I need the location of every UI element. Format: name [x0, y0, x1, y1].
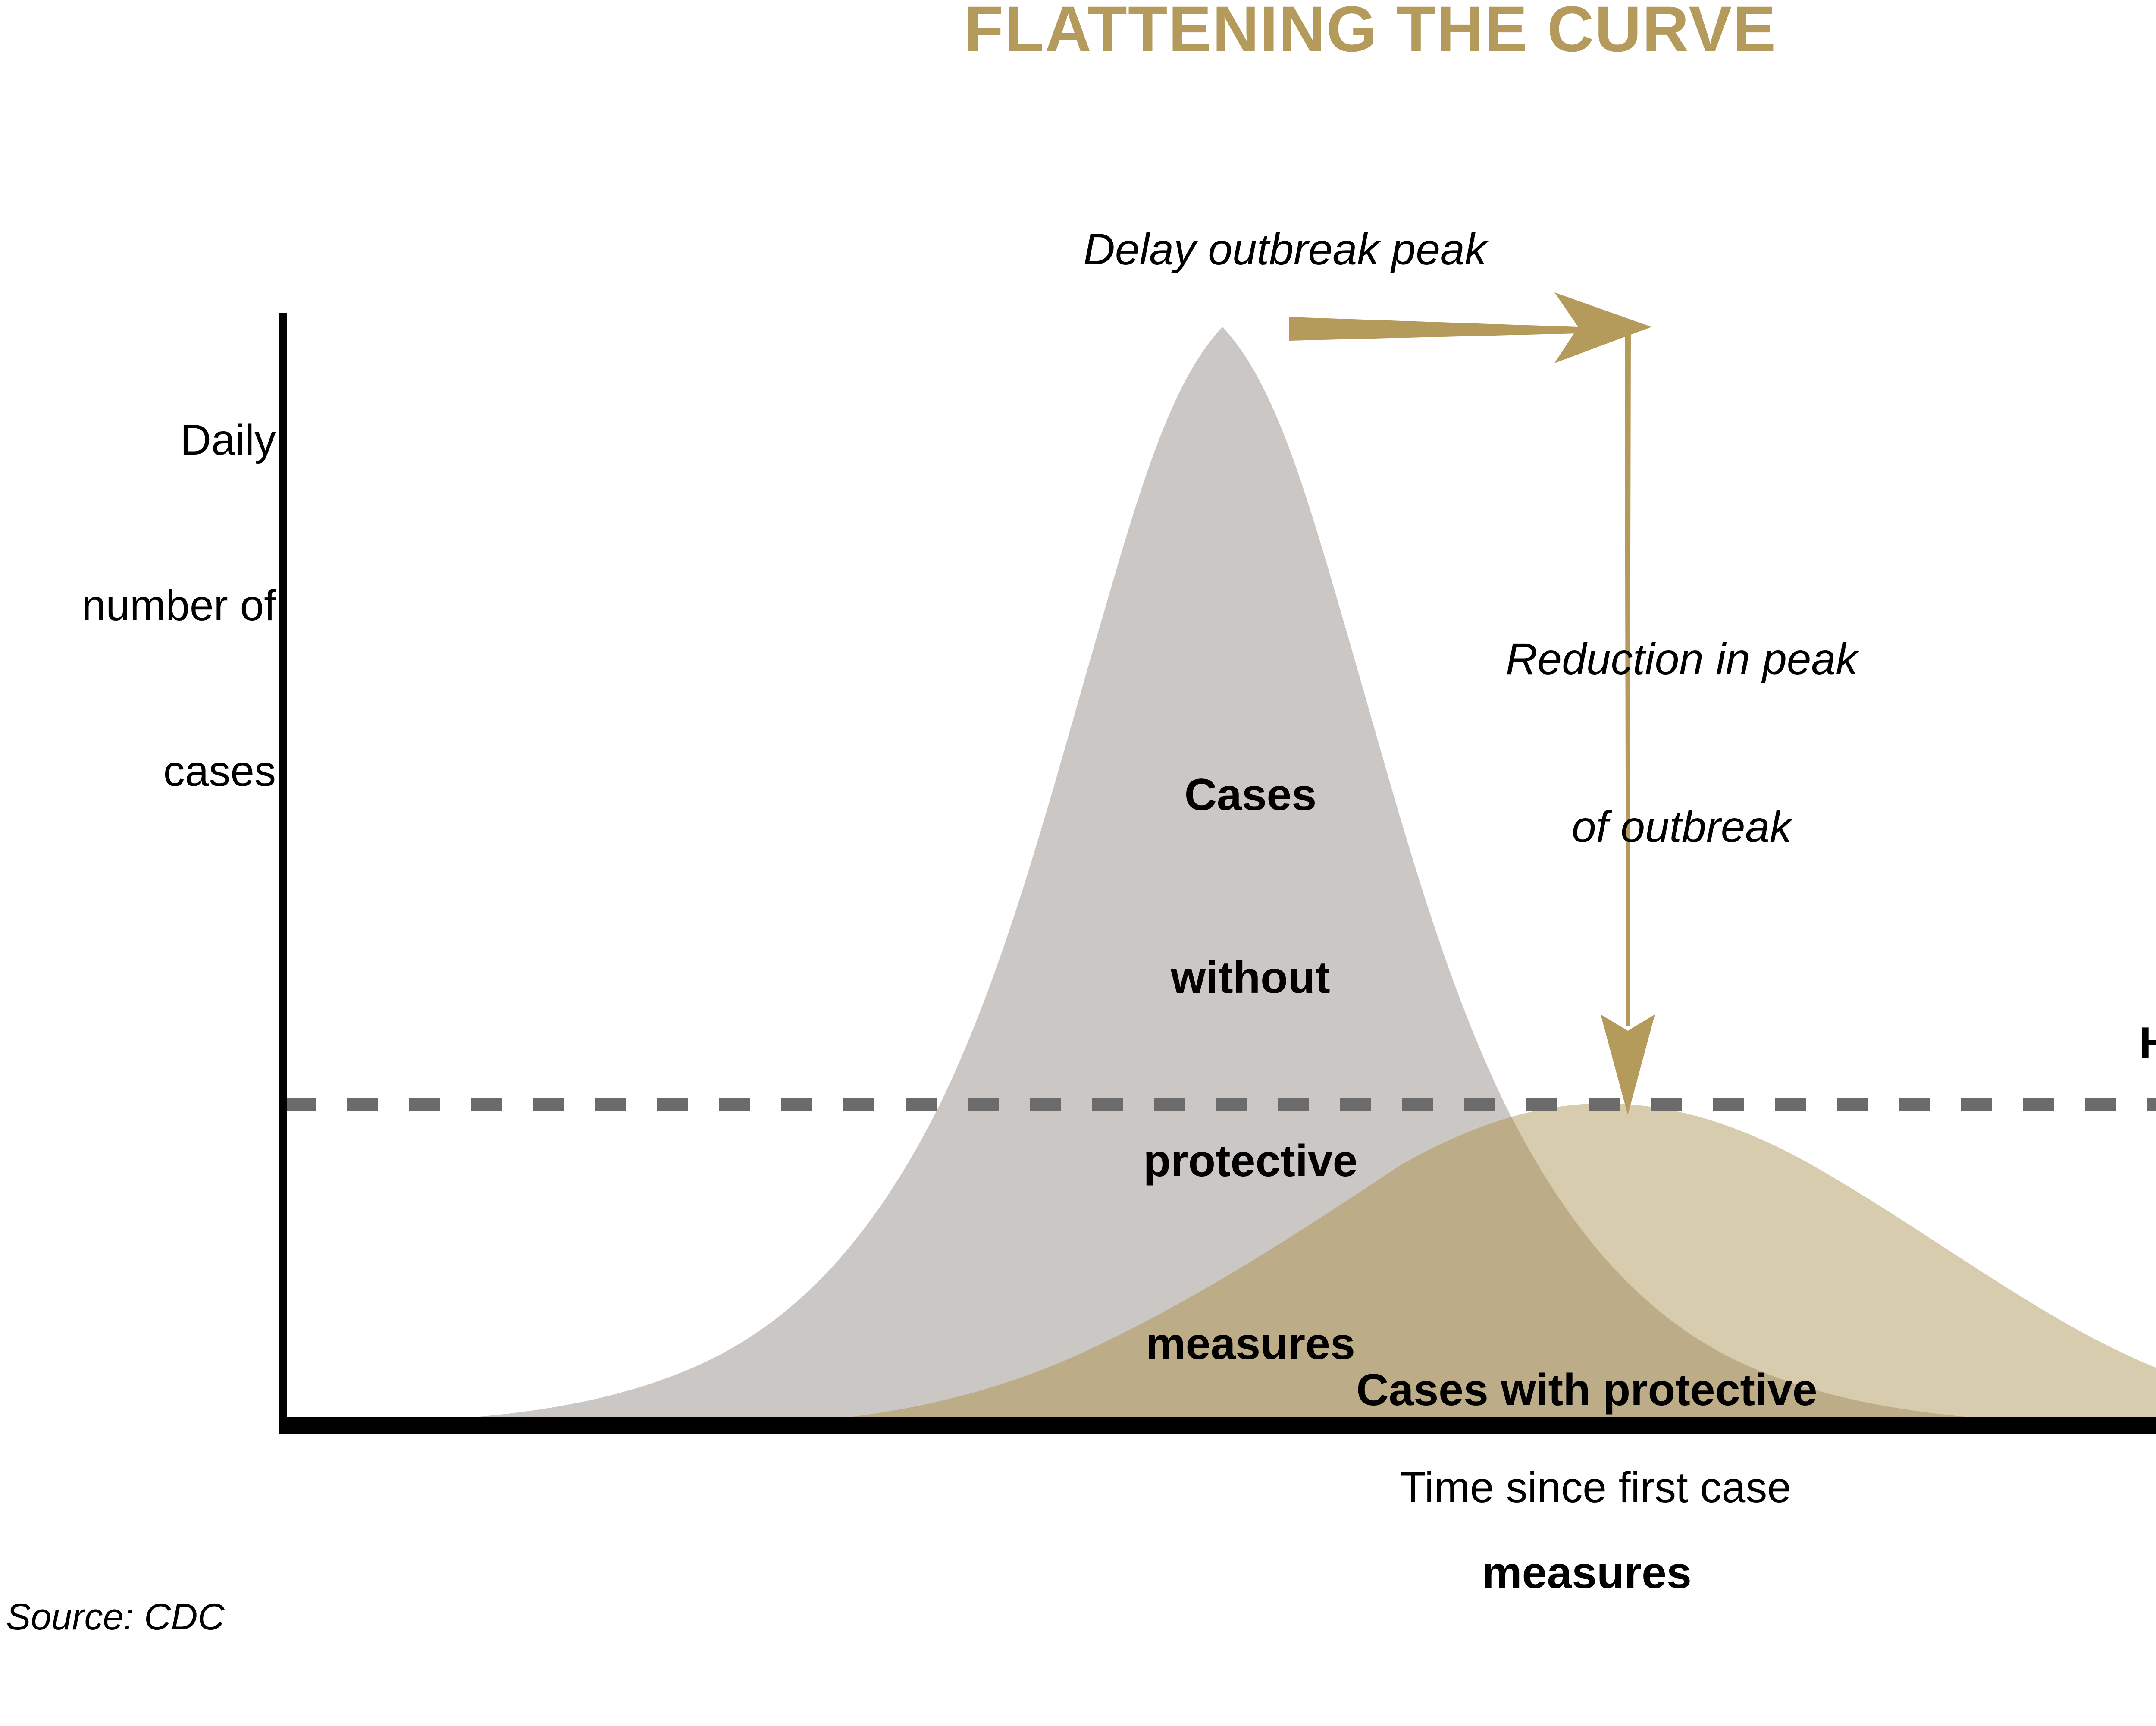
annotation-delay-outbreak-peak: Delay outbreak peak [1083, 225, 1487, 274]
y-axis-label-line-2: number of [81, 581, 276, 630]
arrow-down-icon [1601, 328, 1655, 1115]
y-axis-label-line-3: cases [163, 747, 276, 795]
label-health-care-system-capacity: Health care system capacity [2139, 1018, 2156, 1068]
arrow-right-icon [1289, 292, 1651, 363]
source-credit: Source: CDC [6, 1596, 225, 1638]
annotation-reduction-line-1: Reduction in peak [1505, 634, 1858, 684]
x-axis-label: Time since first case [1400, 1463, 1791, 1512]
y-axis-label: Daily number of cases [26, 302, 276, 909]
flattening-curve-graphic [279, 292, 2156, 1434]
annotation-reduction-line-2: of outbreak [1571, 802, 1792, 851]
label-with-line-1: Cases with protective [1356, 1365, 1818, 1415]
chart-canvas: FLATTENING THE CURVE [6, 0, 2156, 1638]
label-without-line-2: without [1171, 953, 1330, 1003]
label-cases-without-protective-measures: Cases without protective measures [1026, 643, 1475, 1497]
label-without-line-3: protective [1143, 1136, 1358, 1186]
page-title: FLATTENING THE CURVE [964, 0, 1777, 65]
label-cases-with-protective-measures: Cases with protective measures [1220, 1238, 1953, 1726]
annotation-reduction-in-peak: Reduction in peak of outbreak [1423, 520, 1940, 967]
y-axis-label-line-1: Daily [180, 416, 276, 464]
label-without-line-4: measures [1146, 1318, 1355, 1369]
label-with-line-2: measures [1482, 1548, 1692, 1598]
label-without-line-1: Cases [1184, 769, 1317, 820]
curve-without-protective-measures [285, 327, 2156, 1425]
